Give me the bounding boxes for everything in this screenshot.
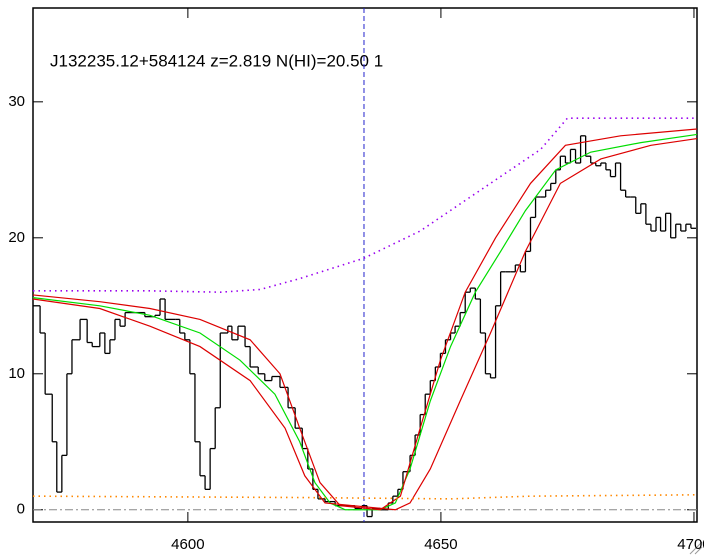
model-curve bbox=[32, 137, 698, 511]
y-tick-label: 20 bbox=[8, 229, 25, 246]
chart-title: J132235.12+584124 z=2.819 N(HI)=20.50 1 bbox=[50, 51, 383, 70]
y-tick-label: 10 bbox=[8, 365, 25, 382]
y-tick-label: 0 bbox=[17, 501, 25, 518]
model-curve bbox=[32, 494, 698, 500]
x-tick-label: 4650 bbox=[424, 536, 457, 553]
model-curve bbox=[32, 133, 698, 511]
model-curve bbox=[33, 117, 697, 293]
plot-frame bbox=[32, 7, 698, 523]
model-curve bbox=[32, 128, 698, 511]
y-tick-label: 30 bbox=[8, 93, 25, 110]
resize-grip bbox=[689, 541, 703, 555]
x-tick-label: 4600 bbox=[171, 536, 204, 553]
